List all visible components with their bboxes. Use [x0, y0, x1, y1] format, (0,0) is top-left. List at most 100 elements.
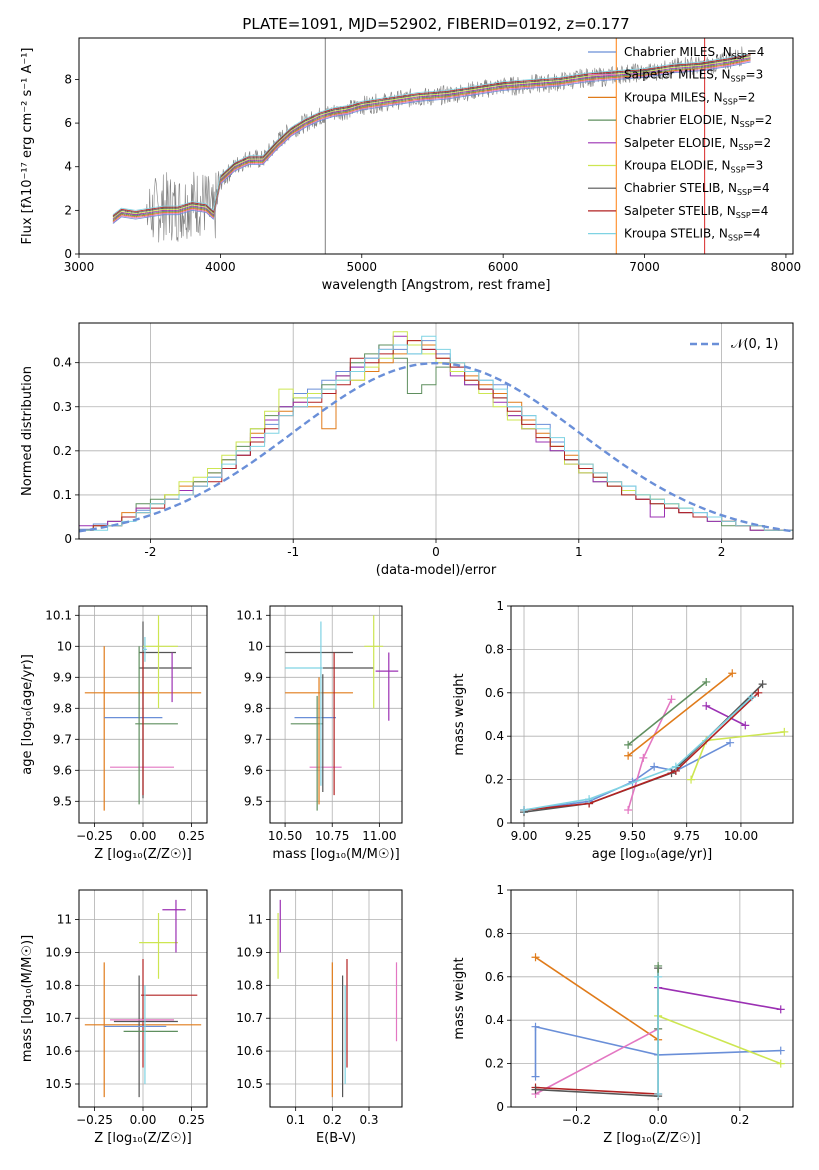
y-axis-label: age [log₁₀(age/yr)]: [20, 654, 35, 775]
legend-label: Chabrier ELODIE, NSSP=2: [624, 113, 772, 129]
y-tick-label: 10.8: [45, 978, 72, 992]
x-tick-label: 10.50: [268, 829, 302, 843]
legend-label: Chabrier STELIB, NSSP=4: [624, 181, 770, 197]
y-tick-label: 4: [64, 160, 72, 174]
weight-marker: [776, 1046, 785, 1055]
x-axis-label: Z [log₁₀(Z/Z☉)]: [603, 1131, 700, 1146]
legend-label: Salpeter MILES, NSSP=3: [624, 68, 763, 84]
weight-marker: [531, 1085, 540, 1094]
y-tick-label: 9.9: [53, 670, 72, 684]
y-tick-label: 9.5: [53, 794, 72, 808]
y-tick-label: 0.2: [485, 1057, 504, 1071]
y-tick-label: 10: [248, 639, 263, 653]
y-tick-label: 0: [64, 532, 72, 546]
model-fit: [112, 58, 751, 221]
y-tick-label: 10.9: [45, 945, 72, 959]
x-tick-label: 6000: [488, 260, 519, 274]
x-axis-label: wavelength [Angstrom, rest frame]: [322, 278, 551, 293]
x-tick-label: 3000: [64, 260, 95, 274]
x-tick-label: 7000: [629, 260, 660, 274]
axes-frame: [78, 889, 208, 1108]
y-tick-label: 0: [64, 247, 72, 261]
weight-marker: [702, 701, 711, 710]
legend-label: Chabrier MILES, NSSP=4: [624, 45, 764, 61]
weight-marker: [780, 727, 789, 736]
weight-marker: [667, 695, 676, 704]
model-fit: [112, 57, 751, 220]
x-axis-label: Z [log₁₀(Z/Z☉)]: [94, 847, 191, 862]
x-tick-label: −0.2: [562, 1113, 591, 1127]
weight-marker: [702, 677, 711, 686]
weight-marker: [747, 693, 756, 702]
weight-marker: [650, 762, 659, 771]
weight-line: [523, 692, 759, 811]
y-tick-label: 9.8: [244, 701, 263, 715]
plot-area: [520, 669, 789, 817]
x-tick-label: 0.1: [286, 1113, 305, 1127]
weight-marker: [624, 740, 633, 749]
model-fit: [112, 52, 751, 216]
y-tick-label: 0: [496, 1100, 504, 1114]
weight-line: [535, 1086, 659, 1095]
weight-marker: [741, 721, 750, 730]
x-tick-label: −0.25: [76, 1113, 113, 1127]
x-axis-label: Z [log₁₀(Z/Z☉)]: [94, 1131, 191, 1146]
panel-mass-vs-ebv: 0.1 0.2 0.3 10.5 10.6 10.7 10.8 10.9 11 E(B-V): [236, 889, 403, 1146]
model-fit: [112, 59, 751, 222]
weight-marker: [531, 1022, 540, 1031]
suptitle: PLATE=1091, MJD=52902, FIBERID=0192, z=0…: [242, 15, 629, 33]
legend-label: 𝒩(0, 1): [731, 337, 778, 352]
model-fit: [112, 60, 751, 223]
y-tick-label: 2: [64, 203, 72, 217]
y-tick-label: 10.7: [45, 1011, 72, 1025]
panel-spectrum: 3000 4000 5000 6000 7000 8000 0 2 4 6 8 wavelength …: [20, 37, 802, 293]
y-tick-label: 10.6: [236, 1044, 263, 1058]
weight-line: [627, 672, 733, 757]
y-tick-label: 9.6: [53, 763, 72, 777]
y-axis-label: Normed distribution: [20, 366, 35, 496]
y-tick-label: 9.7: [53, 732, 72, 746]
x-tick-label: 0.00: [130, 1113, 157, 1127]
x-tick-label: 0: [432, 545, 440, 559]
model-fit: [112, 61, 751, 224]
plot-area: [79, 331, 793, 533]
x-tick-label: 1: [575, 545, 583, 559]
y-tick-label: 0.4: [485, 1013, 504, 1027]
x-tick-label: 11.00: [362, 829, 396, 843]
y-axis-label: mass weight: [452, 957, 467, 1039]
y-tick-label: 0.3: [53, 400, 72, 414]
y-tick-label: 1: [496, 599, 504, 613]
x-tick-label: 9.50: [619, 829, 646, 843]
panel-age-vs-Z: −0.25 0.00 0.25 9.5 9.6 9.7 9.8 9.9 10 10.1 Z [log…: [20, 605, 208, 862]
x-tick-label: 10.75: [315, 829, 349, 843]
x-axis-label: mass [log₁₀(M/M☉)]: [272, 847, 399, 862]
weight-marker: [726, 738, 735, 747]
panel-age-vs-mass: 10.50 10.75 11.00 9.5 9.6 9.7 9.8 9.9 10 10.1 mass…: [236, 605, 403, 862]
y-tick-label: 11: [248, 913, 263, 927]
y-tick-label: 0.4: [53, 356, 72, 370]
y-tick-label: 11: [57, 913, 72, 927]
x-tick-label: 4000: [205, 260, 236, 274]
weight-marker: [520, 805, 529, 814]
plot-area: [277, 899, 398, 1098]
axes-frame: [78, 605, 208, 824]
y-tick-label: 9.8: [53, 701, 72, 715]
model-fit: [112, 54, 751, 217]
weight-marker: [585, 795, 594, 804]
axes-frame: [269, 605, 403, 824]
x-tick-label: 8000: [771, 260, 802, 274]
weight-line: [627, 681, 707, 746]
legend-label: Kroupa STELIB, NSSP=4: [624, 227, 761, 243]
x-tick-label: 0.0: [649, 1113, 668, 1127]
weight-line: [523, 683, 764, 813]
histogram-step: [79, 335, 793, 531]
panel-mass-weight-vs-age: 9.00 9.25 9.50 9.75 10.00 0 0.2 0.4 0.6 0.8 1 age […: [452, 599, 794, 862]
gaussian-curve: [79, 361, 793, 533]
y-tick-label: 10.5: [236, 1077, 263, 1091]
y-tick-label: 0.4: [485, 729, 504, 743]
axes-frame: [510, 889, 794, 1108]
weight-marker: [639, 753, 648, 762]
y-tick-label: 9.6: [244, 763, 263, 777]
weight-line: [535, 968, 659, 1098]
x-axis-label: age [log₁₀(age/yr)]: [592, 847, 713, 862]
